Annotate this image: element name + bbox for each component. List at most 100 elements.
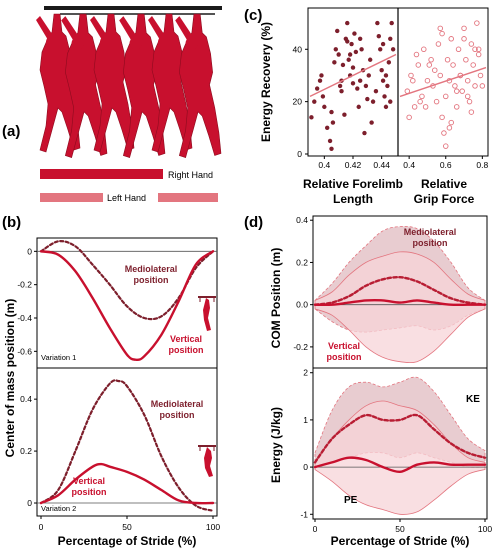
- c-right-point: [417, 98, 423, 105]
- b-top-ytick-label: -0.2: [17, 280, 32, 290]
- c-left-point: [373, 88, 379, 94]
- d-top-ml-annot-2: position: [413, 238, 448, 248]
- b-bot-variation: Variation 2: [41, 504, 76, 513]
- gibbon-figure: [148, 13, 193, 153]
- c-right-point: [474, 20, 480, 26]
- b-top-variation: Variation 1: [41, 353, 76, 362]
- panel-a-illustration: [36, 6, 222, 159]
- c-right-trendline: [399, 66, 487, 98]
- c-left-xtick-label: 0.4: [318, 160, 330, 170]
- c-left-point: [357, 36, 363, 41]
- c-right-point: [408, 72, 414, 79]
- b-bot-vert-annot-1: Vertical: [73, 476, 105, 486]
- d-bot-ytick-label: -1: [300, 509, 308, 519]
- panel-d-label: (d): [244, 214, 263, 231]
- c-left-point: [355, 86, 360, 91]
- support-bar: [44, 6, 222, 10]
- panel-c-chart: 0 20 40 0.4 0.42 0.44 0.4 0.6 0.8 Energy Recover…: [259, 7, 489, 206]
- b-bot-vert-annot-2: position: [72, 487, 107, 497]
- d-xtick-label: 0: [313, 524, 318, 534]
- c-right-point: [461, 25, 467, 32]
- c-ytick-label: 40: [293, 44, 303, 54]
- gibbon-figure: [61, 13, 108, 159]
- c-left-point: [335, 28, 340, 34]
- c-right-point: [477, 72, 484, 79]
- b-bot-ytick-label: 0.2: [20, 446, 32, 456]
- c-left-point: [349, 41, 354, 47]
- gibbon-figure: [90, 13, 135, 153]
- c-right-point: [444, 56, 451, 63]
- d-bot-mean-pe: [313, 456, 487, 474]
- c-right-point: [442, 93, 449, 100]
- b-bot-series-vertical: [39, 462, 215, 505]
- b-bot-series-mediolateral: [39, 379, 215, 512]
- c-left-point: [365, 96, 370, 102]
- c-right-point: [450, 62, 456, 68]
- gibbon-silhouettes: [36, 13, 222, 159]
- c-right-point: [464, 77, 471, 84]
- gibbon-head: [46, 36, 58, 48]
- b-top-ytick-label: -0.4: [17, 313, 32, 323]
- b-xlabel: Percentage of Stride (%): [58, 534, 197, 548]
- c-xlabel-right-1: Relative: [421, 177, 467, 191]
- c-ytick-label: 20: [293, 97, 303, 107]
- d-bot-ytick-label: 2: [303, 368, 308, 378]
- left-hand-bar-2: [158, 193, 218, 202]
- c-right-point: [435, 41, 442, 47]
- c-right-point: [410, 77, 416, 84]
- c-left-point: [356, 104, 361, 110]
- gibbon-head: [158, 36, 170, 48]
- gibbon-arm: [175, 16, 192, 42]
- gibbon-body: [93, 13, 135, 153]
- c-left-point: [325, 125, 330, 131]
- c-left-xtick-label: 0.44: [373, 160, 390, 170]
- c-left-point: [363, 83, 369, 89]
- c-left-point: [375, 20, 380, 26]
- c-right-point: [466, 98, 473, 105]
- d-top-ylabel: COM Position (m): [269, 248, 283, 349]
- c-right-point: [459, 88, 465, 94]
- c-left-point: [370, 99, 376, 104]
- c-right-point: [442, 143, 449, 149]
- b-top-series-vertical: [39, 250, 215, 362]
- c-right-point: [453, 88, 460, 94]
- d-top-vert-annot-1: Vertical: [328, 341, 360, 351]
- c-right-point: [448, 36, 454, 42]
- c-right-point: [441, 130, 447, 136]
- c-left-point: [380, 41, 386, 47]
- c-left-point: [312, 99, 317, 104]
- c-right-point: [432, 67, 438, 73]
- c-left-point: [385, 83, 390, 89]
- c-right-point: [461, 36, 467, 42]
- c-right-point: [470, 62, 476, 68]
- gibbon-head: [71, 36, 85, 50]
- c-left-point: [336, 52, 341, 57]
- c-left-point: [369, 120, 374, 125]
- c-right-point: [446, 125, 453, 131]
- c-left-point: [352, 31, 357, 36]
- c-right-point: [452, 83, 458, 89]
- c-left-point: [379, 68, 384, 73]
- c-right-point: [468, 109, 475, 115]
- d-top-ml-annot-1: Mediolateral: [404, 227, 457, 237]
- c-left-point: [320, 94, 326, 99]
- d-top-band-vertical-position: [314, 251, 486, 364]
- c-right-point: [415, 62, 422, 68]
- b-top-ytick-label: -0.6: [17, 346, 32, 356]
- c-left-point: [333, 47, 338, 52]
- c-left-point: [329, 146, 334, 151]
- c-left-point: [362, 130, 367, 136]
- c-left-point: [332, 60, 337, 65]
- c-left-point: [359, 47, 364, 52]
- d-xlabel: Percentage of Stride (%): [331, 534, 470, 548]
- c-left-point: [347, 52, 353, 57]
- d-bot-ylabel: Energy (J/kg): [269, 407, 283, 483]
- gibbon-figure: [36, 13, 81, 153]
- left-hand-label: Left Hand: [107, 193, 146, 203]
- b-bot-ytick-label: 0.4: [20, 394, 32, 404]
- c-right-point: [455, 46, 462, 53]
- b-bot-ytick-label: 0: [27, 498, 32, 508]
- c-xlabel-left-1: Relative Forelimb: [303, 177, 403, 191]
- gibbon-arm: [61, 16, 78, 42]
